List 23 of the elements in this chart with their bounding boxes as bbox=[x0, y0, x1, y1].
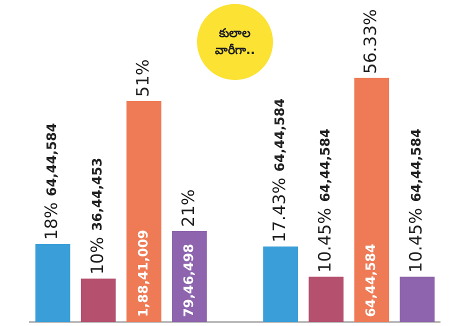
data-label: 10% bbox=[88, 236, 108, 275]
bar bbox=[308, 276, 344, 322]
data-label: 21% bbox=[178, 189, 199, 227]
x-tick-label: 36,44,453 bbox=[90, 158, 106, 231]
data-label: 10.45% bbox=[316, 208, 336, 273]
data-label: 10.45% bbox=[406, 208, 427, 273]
bar bbox=[80, 278, 116, 322]
x-tick-label: 1,88,41,009 bbox=[136, 230, 152, 317]
bar bbox=[354, 78, 390, 322]
bar bbox=[400, 276, 435, 322]
bar bbox=[126, 101, 162, 322]
x-tick-label: 64,44,584 bbox=[318, 128, 334, 202]
x-tick-label: 64,44,584 bbox=[410, 128, 425, 202]
x-tick-label: 64,44,584 bbox=[364, 244, 380, 317]
bar bbox=[263, 246, 298, 322]
data-label: 51% bbox=[133, 59, 154, 97]
data-label: 56.33% bbox=[361, 9, 382, 74]
data-label: 18% bbox=[42, 202, 62, 240]
x-tick-label: 79,46,498 bbox=[182, 244, 197, 317]
x-tick-label: 64,44,584 bbox=[272, 98, 288, 172]
bar bbox=[35, 244, 70, 322]
x-tick-label: 64,44,584 bbox=[45, 123, 60, 196]
data-label: 17.43% bbox=[270, 178, 290, 242]
